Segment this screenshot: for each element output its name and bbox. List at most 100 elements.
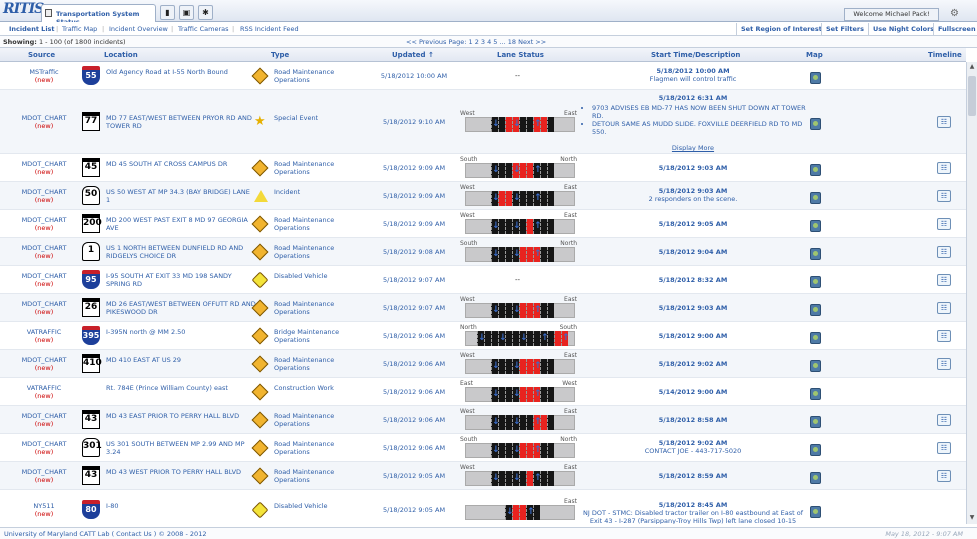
col-location[interactable]: Location <box>104 51 138 59</box>
table-row[interactable]: MDOT_CHART (new) 200 MD 200 WEST PAST EXIT … <box>0 210 966 238</box>
timeline-icon[interactable]: ☷ <box>937 442 951 454</box>
timeline-icon[interactable]: ☷ <box>937 302 951 314</box>
table-row[interactable]: MSTraffic (new) 55 Old Agency Road at I-55 … <box>0 62 966 90</box>
timeline-icon[interactable]: ☷ <box>937 116 951 128</box>
scroll-down-icon[interactable]: ▼ <box>969 514 975 521</box>
timeline-icon[interactable]: ☷ <box>937 190 951 202</box>
row-location[interactable]: MD 43 WEST PRIOR TO PERRY HALL BLVD <box>106 468 242 476</box>
set-filters-button[interactable]: Set Filters <box>821 23 868 35</box>
scroll-up-icon[interactable]: ▲ <box>969 63 975 70</box>
table-row[interactable]: MDOT_CHART (new) 77 MD 77 EAST/WEST BETWEEN… <box>0 90 966 154</box>
row-updated: 5/18/2012 9:06 AM <box>382 444 446 452</box>
row-location[interactable]: MD 200 WEST PAST EXIT 8 MD 97 GEORGIA AV… <box>106 216 248 232</box>
nav-traffic-cameras[interactable]: Traffic Cameras <box>178 25 229 33</box>
gear-icon[interactable]: ⚙ <box>950 8 959 19</box>
lane-status-diagram: South North ↓ ↓ ↑ <box>460 240 577 264</box>
scrollbar[interactable]: ▲ ▼ <box>966 62 977 524</box>
lane-segment <box>512 471 519 486</box>
map-pin-icon[interactable] <box>810 416 821 428</box>
row-location[interactable]: I-95 SOUTH AT EXIT 33 MD 198 SANDY SPRIN… <box>106 272 232 288</box>
footer-credit[interactable]: University of Maryland CATT Lab ( Contac… <box>4 530 207 538</box>
timeline-icon[interactable]: ☷ <box>937 470 951 482</box>
table-row[interactable]: MDOT_CHART (new) 50 US 50 WEST AT MP 34.3 (… <box>0 182 966 210</box>
table-row[interactable]: VATRAFFIC (new) Rt. 784E (Prince William C… <box>0 378 966 406</box>
col-timeline[interactable]: Timeline <box>928 51 962 59</box>
col-start-time[interactable]: Start Time/Description <box>651 51 741 59</box>
map-pin-icon[interactable] <box>810 220 821 232</box>
table-row[interactable]: MDOT_CHART (new) 43 MD 43 EAST PRIOR TO PER… <box>0 406 966 434</box>
scroll-thumb[interactable] <box>968 76 976 116</box>
col-map[interactable]: Map <box>806 51 823 59</box>
table-row[interactable]: MDOT_CHART (new) 26 MD 26 EAST/WEST BETWEEN… <box>0 294 966 322</box>
table-row[interactable]: MDOT_CHART (new) 410 MD 410 EAST AT US 29 Ro… <box>0 350 966 378</box>
timeline-icon[interactable]: ☷ <box>937 218 951 230</box>
lane-segment <box>540 387 547 402</box>
table-row[interactable]: VATRAFFIC (new) 395 I-395N north @ MM 2.50 B… <box>0 322 966 350</box>
row-start-time: 5/18/2012 8:32 AM <box>658 276 728 284</box>
row-location[interactable]: Old Agency Road at I-55 North Bound <box>106 68 228 76</box>
row-type: Special Event <box>274 114 319 122</box>
row-type: Disabled Vehicle <box>274 272 328 280</box>
fullscreen-button[interactable]: Fullscreen <box>933 23 977 35</box>
tab-report-icon[interactable]: ▮ <box>160 5 175 20</box>
timeline-icon[interactable]: ☷ <box>937 330 951 342</box>
map-pin-icon[interactable] <box>810 248 821 260</box>
map-pin-icon[interactable] <box>810 332 821 344</box>
map-pin-icon[interactable] <box>810 192 821 204</box>
row-location[interactable]: MD 77 EAST/WEST BETWEEN PRYOR RD AND TOW… <box>106 114 252 130</box>
tab-image-icon[interactable]: ▣ <box>179 5 194 20</box>
lane-segment <box>491 443 498 458</box>
set-region-button[interactable]: Set Region of Interest <box>736 23 826 35</box>
nav-traffic-map[interactable]: Traffic Map <box>62 25 98 33</box>
table-row[interactable]: MDOT_CHART (new) 301 US 301 SOUTH BETWEEN M… <box>0 434 966 462</box>
row-location[interactable]: MD 410 EAST AT US 29 <box>106 356 182 364</box>
display-more-link[interactable]: Display More <box>671 144 715 152</box>
col-updated[interactable]: Updated ↑ <box>392 51 434 59</box>
row-location[interactable]: I-395N north @ MM 2.50 <box>106 328 186 336</box>
timeline-icon[interactable]: ☷ <box>937 274 951 286</box>
timeline-icon[interactable]: ☷ <box>937 358 951 370</box>
document-icon <box>45 9 52 17</box>
nav-rss-feed[interactable]: RSS Incident Feed <box>240 25 299 33</box>
pagination[interactable]: << Previous Page: 1 2 3 4 5 ... 18 Next … <box>406 38 547 46</box>
nav-incident-list[interactable]: Incident List <box>9 25 55 33</box>
lane-segment <box>498 387 505 402</box>
timeline-icon[interactable]: ☷ <box>937 414 951 426</box>
table-row[interactable]: MDOT_CHART (new) 43 MD 43 WEST PRIOR TO PER… <box>0 462 966 490</box>
tab-transportation-status[interactable]: Transportation System Status <box>41 4 156 26</box>
row-location[interactable]: US 50 WEST AT MP 34.3 (BAY BRIDGE) LANE … <box>106 188 250 204</box>
col-type[interactable]: Type <box>271 51 290 59</box>
lane-segment <box>547 471 554 486</box>
row-location[interactable]: MD 45 SOUTH AT CROSS CAMPUS DR <box>106 160 228 168</box>
row-location[interactable]: US 1 NORTH BETWEEN DUNFIELD RD AND RIDGE… <box>106 244 244 260</box>
night-colors-button[interactable]: Use Night Colors <box>868 23 938 35</box>
map-pin-icon[interactable] <box>810 360 821 372</box>
map-pin-icon[interactable] <box>810 164 821 176</box>
table-row[interactable]: NY511 (new) 80 I-80 Disabled Vehicle 5/18/201… <box>0 490 966 524</box>
table-row[interactable]: MDOT_CHART (new) 1 US 1 NORTH BETWEEN DUNFI… <box>0 238 966 266</box>
timeline-icon[interactable]: ☷ <box>937 162 951 174</box>
map-pin-icon[interactable] <box>810 276 821 288</box>
row-location[interactable]: MD 26 EAST/WEST BETWEEN OFFUTT RD AND PI… <box>106 300 256 316</box>
route-shield-icon: 1 <box>82 242 100 261</box>
table-row[interactable]: MDOT_CHART (new) 95 I-95 SOUTH AT EXIT 33 M… <box>0 266 966 294</box>
row-location[interactable]: MD 43 EAST PRIOR TO PERRY HALL BLVD <box>106 412 240 420</box>
map-pin-icon[interactable] <box>810 506 821 518</box>
map-pin-icon[interactable] <box>810 388 821 400</box>
row-location[interactable]: I-80 <box>106 502 119 510</box>
tab-tools-icon[interactable]: ✱ <box>198 5 213 20</box>
lane-segment <box>498 415 505 430</box>
table-row[interactable]: MDOT_CHART (new) 45 MD 45 SOUTH AT CROSS CA… <box>0 154 966 182</box>
nav-incident-overview[interactable]: Incident Overview <box>109 25 168 33</box>
map-pin-icon[interactable] <box>810 472 821 484</box>
welcome-user[interactable]: Welcome Michael Pack! <box>844 8 939 21</box>
row-location[interactable]: Rt. 784E (Prince William County) east <box>106 384 228 392</box>
timeline-icon[interactable]: ☷ <box>937 246 951 258</box>
map-pin-icon[interactable] <box>810 304 821 316</box>
map-pin-icon[interactable] <box>810 118 821 130</box>
map-pin-icon[interactable] <box>810 72 821 84</box>
map-pin-icon[interactable] <box>810 444 821 456</box>
col-lane-status[interactable]: Lane Status <box>497 51 544 59</box>
col-source[interactable]: Source <box>28 51 56 59</box>
row-location[interactable]: US 301 SOUTH BETWEEN MP 2.99 AND MP 3.24 <box>106 440 245 456</box>
